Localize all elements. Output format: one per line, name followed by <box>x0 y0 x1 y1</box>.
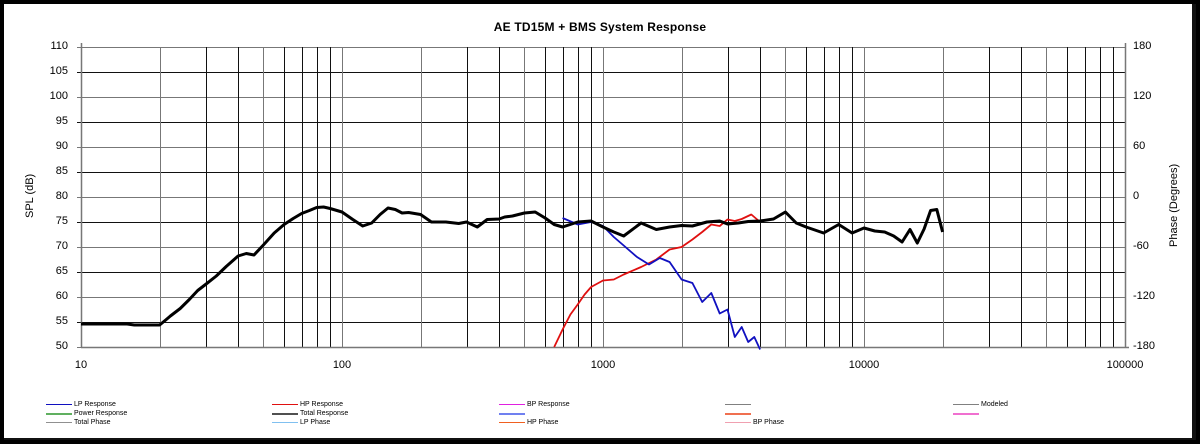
x-tick-label: 100 <box>332 359 352 371</box>
y-right-tick-label: 180 <box>1133 40 1152 52</box>
legend-item: HP Response <box>272 400 343 409</box>
legend-label: HP Phase <box>527 419 559 426</box>
legend-swatch <box>499 412 525 415</box>
legend-swatch <box>725 412 751 415</box>
y-left-axis-label: SPL (dB) <box>24 173 36 218</box>
legend-item: LP Phase <box>272 418 330 427</box>
legend-swatch <box>272 412 298 415</box>
legend-item: BP Phase <box>725 418 784 427</box>
legend-item <box>725 409 753 418</box>
y-left-tick-label: 60 <box>55 290 68 302</box>
legend-item: BP Response <box>499 400 570 409</box>
legend-label: LP Response <box>74 401 116 408</box>
y-left-tick-label: 65 <box>55 265 68 277</box>
legend-item: Total Phase <box>46 418 111 427</box>
legend-label: LP Phase <box>300 419 331 426</box>
x-tick-label: 100000 <box>1106 359 1144 371</box>
legend-swatch <box>46 404 72 405</box>
y-left-tick-label: 100 <box>49 90 68 102</box>
legend-label: Modeled <box>981 401 1008 408</box>
y-right-tick-label: -120 <box>1133 290 1156 302</box>
legend-item: HP Phase <box>499 418 558 427</box>
y-right-tick-label: 0 <box>1133 190 1140 202</box>
legend: LP Response HP Response BP Response Modeled… <box>40 400 1140 432</box>
y-left-tick-label: 75 <box>55 215 68 227</box>
y-right-tick-label: -180 <box>1133 340 1156 352</box>
legend-label: Total Phase <box>74 419 111 426</box>
x-tick-label: 10000 <box>848 359 880 371</box>
total-response-curve <box>81 205 945 327</box>
legend-item: Power Response <box>46 409 127 418</box>
y-left-tick-label: 105 <box>49 65 68 77</box>
lp-response-curve <box>562 217 761 350</box>
legend-swatch <box>499 404 525 405</box>
legend-swatch <box>272 404 298 405</box>
y-right-axis-label: Phase (Degrees) <box>1168 163 1180 247</box>
legend-item: Modeled <box>953 400 1008 409</box>
legend-item: LP Response <box>46 400 116 409</box>
chart-title: AE TD15M + BMS System Response <box>493 20 707 34</box>
y-left-tick-label: 50 <box>55 340 68 352</box>
legend-item <box>725 400 753 409</box>
legend-label: Power Response <box>74 410 128 417</box>
legend-item: Total Response <box>272 409 348 418</box>
legend-swatch <box>499 422 525 423</box>
legend-label: HP Response <box>300 401 344 408</box>
legend-label: BP Response <box>527 401 570 408</box>
y-left-tick-label: 85 <box>55 165 68 177</box>
legend-swatch <box>46 422 72 423</box>
legend-swatch <box>953 412 979 415</box>
legend-swatch <box>46 412 72 415</box>
y-left-tick-label: 80 <box>55 190 68 202</box>
y-right-tick-label: 120 <box>1133 90 1152 102</box>
x-tick-label: 10 <box>74 359 88 371</box>
legend-item <box>499 409 527 418</box>
legend-label: Total Response <box>300 410 349 417</box>
y-left-tick-label: 70 <box>55 240 68 252</box>
y-left-tick-label: 55 <box>55 315 68 327</box>
y-right-tick-label: -60 <box>1133 240 1149 252</box>
legend-swatch <box>725 422 751 423</box>
legend-swatch <box>953 404 979 405</box>
y-left-tick-label: 90 <box>55 140 68 152</box>
legend-item <box>953 409 981 418</box>
y-right-tick-label: 60 <box>1133 140 1146 152</box>
legend-swatch <box>725 404 751 405</box>
y-left-tick-label: 110 <box>50 40 68 52</box>
legend-label: BP Phase <box>753 419 785 426</box>
y-left-tick-label: 95 <box>55 115 68 127</box>
hp-response-curve <box>553 213 761 348</box>
x-tick-label: 1000 <box>590 359 616 371</box>
legend-swatch <box>272 422 298 423</box>
